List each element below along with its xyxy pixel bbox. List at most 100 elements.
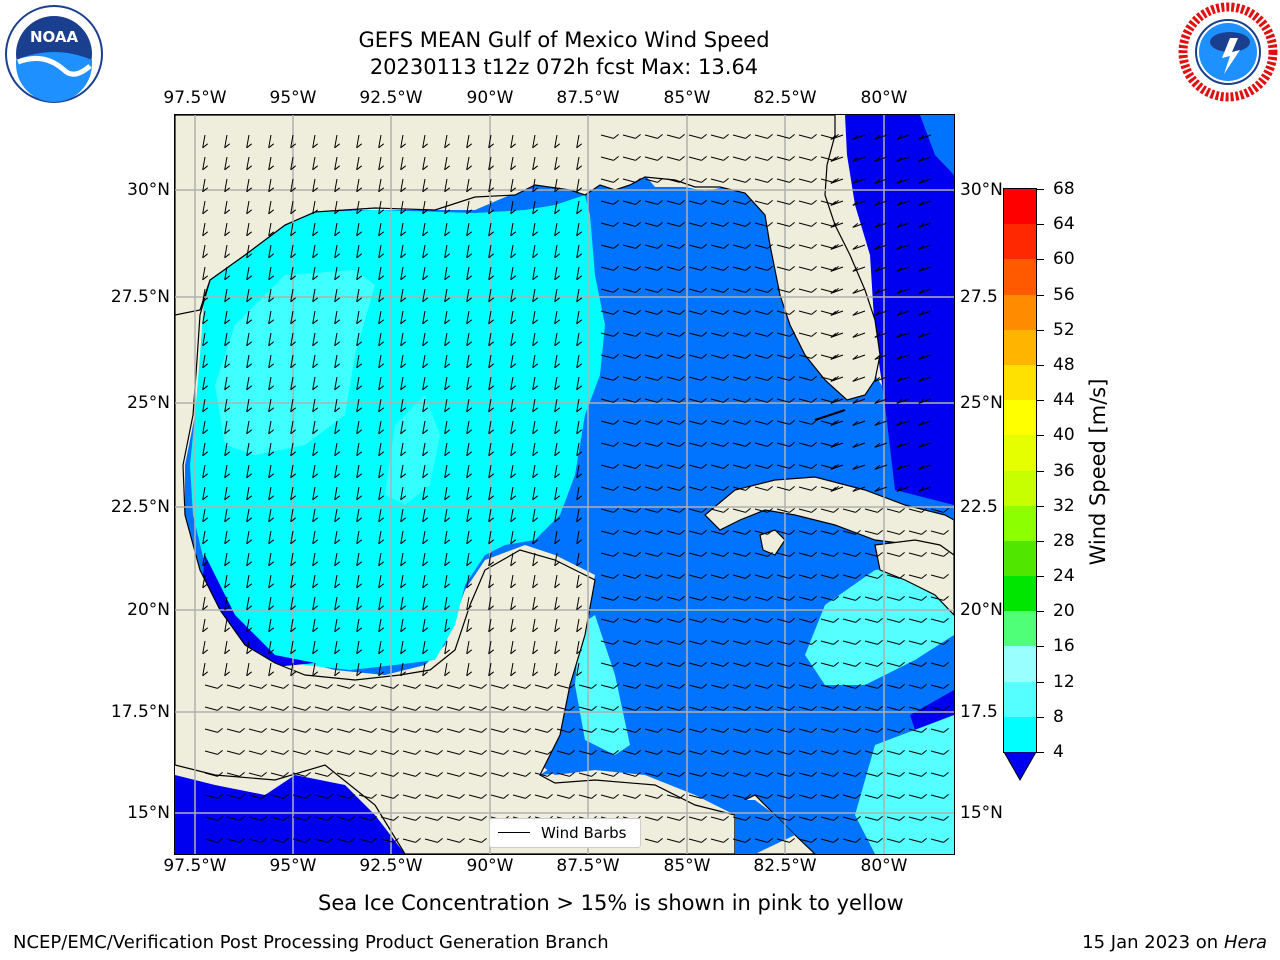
wind-barb xyxy=(246,178,250,192)
wind-barb-flag xyxy=(261,750,267,755)
wind-barb-flag xyxy=(415,728,421,733)
wind-barb-flag xyxy=(830,267,837,272)
wind-barb xyxy=(710,596,724,601)
wind-barb-flag xyxy=(378,583,385,589)
wind-barb-flag xyxy=(811,310,817,315)
wind-barb-flag xyxy=(635,794,641,799)
wind-barb xyxy=(776,508,790,513)
wind-barb-flag xyxy=(830,443,837,448)
wind-barb-flag xyxy=(811,486,817,491)
wind-barb-flag xyxy=(877,794,883,799)
wind-barb-flag xyxy=(874,201,881,206)
wind-barb xyxy=(622,486,636,491)
wind-barb-flag xyxy=(466,649,473,655)
wind-barb-flag xyxy=(830,201,837,206)
wind-barb-flag xyxy=(767,442,773,447)
wind-barb-flag xyxy=(481,772,487,777)
wind-barb-flag xyxy=(356,451,363,457)
wind-barb-flag xyxy=(921,508,927,513)
wind-barb-flag xyxy=(899,728,905,733)
wind-barb xyxy=(380,772,394,777)
colorbar xyxy=(1003,188,1037,753)
wind-barb-flag xyxy=(547,750,553,755)
wind-barb-flag xyxy=(488,187,495,193)
gulf-water-light-cyan-2 xyxy=(385,395,440,505)
wind-barb-flag xyxy=(657,200,663,205)
wind-barb-flag xyxy=(371,816,377,821)
wind-barb xyxy=(666,552,680,557)
wind-barb xyxy=(204,794,218,799)
wind-barb-flag xyxy=(305,684,311,689)
wind-barb-flag xyxy=(811,376,817,381)
wind-barb xyxy=(622,376,636,381)
wind-barb xyxy=(622,640,636,645)
wind-barb-flag xyxy=(334,209,341,215)
wind-barb-flag xyxy=(356,671,363,677)
wind-barb xyxy=(204,728,218,733)
wind-barb xyxy=(488,596,492,610)
wind-barb xyxy=(510,222,514,236)
wind-barb xyxy=(248,794,262,799)
wind-barb xyxy=(896,310,910,316)
wind-barb-flag xyxy=(488,407,495,413)
colorbar-tick-label: 8 xyxy=(1053,706,1064,727)
wind-barb-flag xyxy=(488,561,495,567)
wind-barb xyxy=(852,244,866,250)
wind-barb xyxy=(852,464,866,470)
wind-barb xyxy=(732,706,746,711)
wind-barb xyxy=(688,728,702,733)
wind-barb-flag xyxy=(268,517,275,523)
wind-barb-flag xyxy=(874,245,881,250)
wind-barb xyxy=(644,838,658,843)
wind-barb xyxy=(290,134,294,148)
wind-barb xyxy=(710,618,724,623)
wind-barb xyxy=(908,640,922,645)
wind-barb xyxy=(290,640,294,654)
wind-barb xyxy=(710,508,724,513)
wind-barb-flag xyxy=(261,816,267,821)
wind-barb xyxy=(710,354,724,359)
wind-barb-flag xyxy=(466,605,473,611)
wind-barb-flag xyxy=(488,583,495,589)
colorbar-tick-mark xyxy=(1036,364,1044,366)
wind-barb xyxy=(732,244,746,249)
wind-barb xyxy=(334,156,338,170)
wind-barb-flag xyxy=(701,244,707,249)
wind-barb-flag xyxy=(510,583,517,589)
wind-barb-flag xyxy=(437,750,443,755)
wind-barb xyxy=(908,662,922,667)
wind-barb-flag xyxy=(918,223,925,228)
wind-barb xyxy=(896,200,910,206)
map-plot-area[interactable]: Wind Barbs xyxy=(175,115,954,854)
wind-barb-flag xyxy=(290,605,297,611)
wind-barb-flag xyxy=(290,583,297,589)
wind-barb-flag xyxy=(896,355,903,360)
wind-barb xyxy=(380,728,394,733)
wind-barb xyxy=(336,706,350,711)
wind-barb xyxy=(400,618,404,632)
wind-barb xyxy=(356,530,360,544)
wind-barb-flag xyxy=(202,407,209,413)
wind-barb xyxy=(776,200,790,205)
wind-barb-flag xyxy=(723,706,729,711)
wind-barb xyxy=(402,706,416,711)
wind-barb-flag xyxy=(459,816,465,821)
wind-barb-flag xyxy=(356,341,363,347)
wind-barb-flag xyxy=(723,442,729,447)
wind-barb-flag xyxy=(202,385,209,391)
wind-barb xyxy=(400,134,404,148)
wind-barb-flag xyxy=(830,377,837,382)
wind-barb xyxy=(644,134,658,139)
wind-barb-flag xyxy=(290,561,297,567)
wind-barb xyxy=(874,156,888,162)
wind-barb xyxy=(224,376,228,390)
wind-barb-flag xyxy=(327,838,333,843)
wind-barb-flag xyxy=(356,627,363,633)
wind-barb-flag xyxy=(613,178,619,183)
wind-barb xyxy=(830,134,844,140)
wind-barb xyxy=(268,442,272,456)
wind-barb xyxy=(886,816,900,821)
wind-barb-flag xyxy=(268,451,275,457)
wind-barb xyxy=(224,464,228,478)
wind-barb xyxy=(754,288,768,293)
